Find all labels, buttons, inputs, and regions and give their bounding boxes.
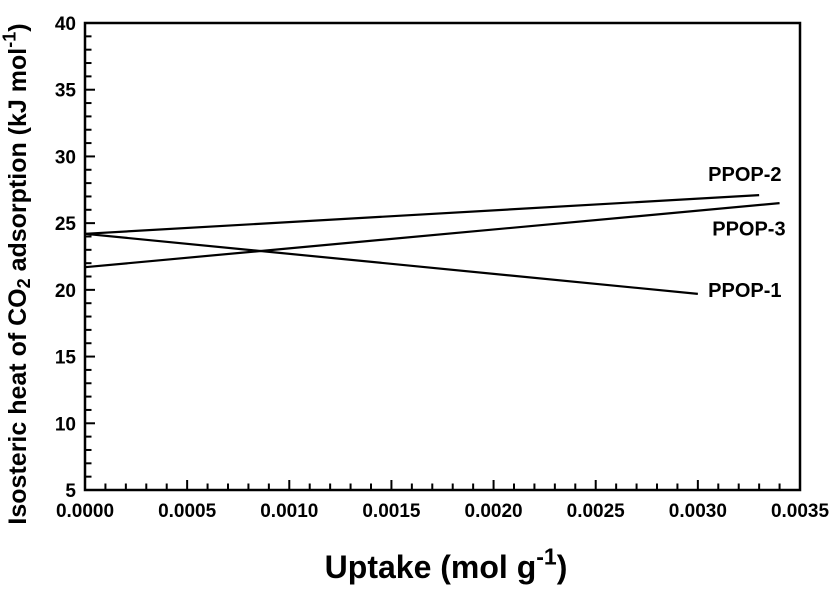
y-tick-label: 15 (55, 348, 77, 369)
x-tick-label: 0.0020 (465, 501, 523, 522)
x-tick-label: 0.0000 (56, 501, 114, 522)
x-tick-label: 0.0010 (260, 501, 318, 522)
y-tick-label: 10 (55, 414, 76, 435)
plot-border (83, 21, 802, 492)
y-axis-title: Isosteric heat of CO2 adsorption (kJ mol… (0, 23, 34, 524)
series-line-ppop-1 (84, 232, 698, 295)
series-line-ppop-3 (84, 202, 780, 269)
y-tick-label: 40 (55, 14, 76, 35)
y-tick-label: 5 (65, 481, 76, 502)
y-tick-label: 30 (55, 147, 76, 168)
y-tick-label: 20 (55, 281, 76, 302)
series-label-ppop-3: PPOP-3 (712, 218, 785, 240)
x-axis-title: Uptake (mol g-1) (325, 544, 568, 585)
x-tick-label: 0.0025 (567, 501, 626, 522)
x-tick-label: 0.0030 (669, 501, 727, 522)
series-label-ppop-2: PPOP-2 (708, 164, 781, 186)
x-tick-label: 0.0015 (362, 501, 421, 522)
series-label-ppop-1: PPOP-1 (708, 280, 781, 302)
x-tick-label: 0.0035 (771, 501, 830, 522)
y-tick-label: 35 (55, 81, 77, 102)
series-line-ppop-2 (84, 194, 760, 235)
x-tick-label: 0.0005 (158, 501, 217, 522)
y-tick-label: 25 (55, 214, 77, 235)
